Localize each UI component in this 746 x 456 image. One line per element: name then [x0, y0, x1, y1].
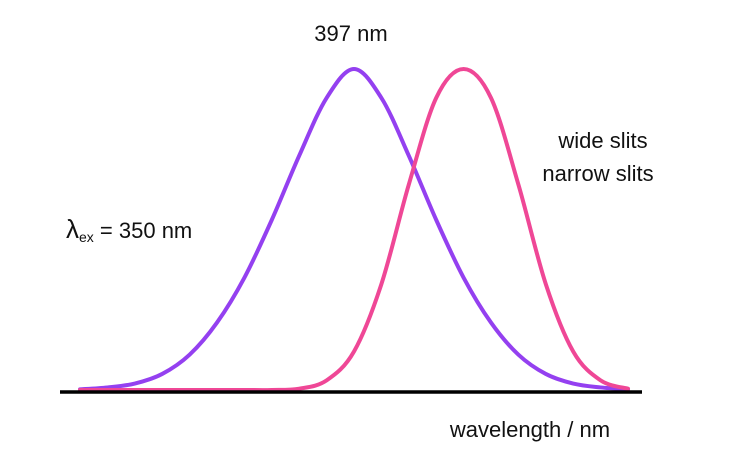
plot-area: [78, 66, 630, 393]
legend-entry-narrow-slits: narrow slits: [542, 161, 653, 186]
series-line-narrow-slits: [78, 66, 630, 393]
excitation-annotation: λex = 350 nm: [66, 214, 192, 245]
legend-entry-wide-slits: wide slits: [557, 128, 647, 153]
series-line-wide-slits: [78, 66, 630, 392]
x-axis-label: wavelength / nm: [449, 417, 610, 442]
excitation-value: = 350 nm: [94, 218, 192, 243]
lambda-subscript: ex: [79, 229, 94, 245]
lambda-symbol: λ: [66, 214, 79, 244]
peak-label: 397 nm: [314, 21, 387, 46]
